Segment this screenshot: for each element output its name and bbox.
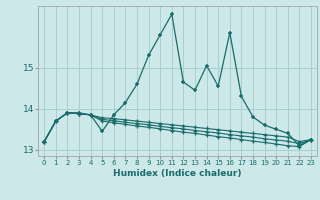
X-axis label: Humidex (Indice chaleur): Humidex (Indice chaleur) xyxy=(113,169,242,178)
